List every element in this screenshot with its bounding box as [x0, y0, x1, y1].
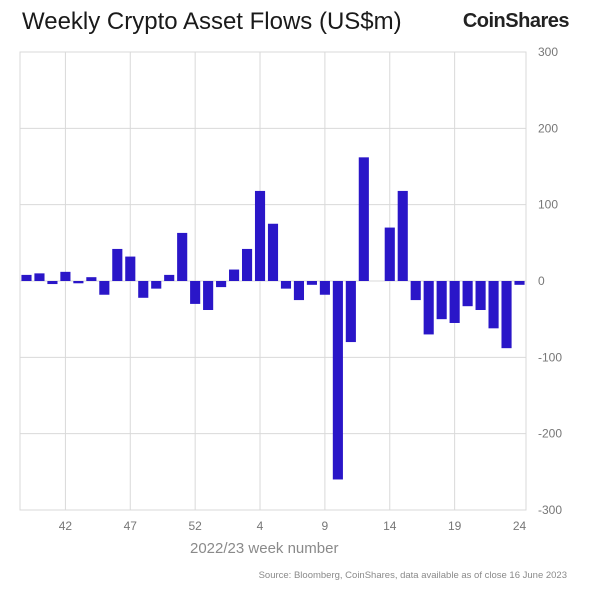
bar: [397, 190, 408, 281]
bar: [501, 281, 512, 349]
bars: [21, 157, 525, 480]
x-tick-label: 14: [383, 519, 397, 533]
y-tick-label: -300: [538, 503, 562, 517]
bar: [319, 281, 330, 295]
x-tick-label: 42: [59, 519, 73, 533]
bar: [462, 281, 473, 307]
bar: [488, 281, 499, 329]
bar: [190, 281, 201, 304]
x-tick-labels: 42 47 52 4 9 14 19 24: [59, 519, 527, 533]
x-tick-label: 9: [322, 519, 329, 533]
bar: [293, 281, 305, 301]
bar: [151, 281, 162, 289]
bar: [112, 248, 123, 281]
y-tick-labels: 300 200 100 0 -100 -200 -300: [538, 45, 562, 517]
y-tick-label: -100: [538, 350, 562, 364]
source-note: Source: Bloomberg, CoinShares, data avai…: [258, 570, 567, 581]
bar: [86, 277, 97, 281]
bar: [514, 281, 525, 285]
bar: [216, 281, 227, 288]
bar: [436, 281, 447, 320]
bar: [34, 273, 45, 281]
chart-title: Weekly Crypto Asset Flows (US$m): [22, 8, 402, 35]
bar: [241, 248, 253, 281]
bar: [306, 281, 317, 285]
y-tick-label: 200: [538, 121, 558, 135]
y-tick-label: -200: [538, 427, 562, 441]
bar: [410, 281, 421, 301]
bar: [164, 274, 175, 281]
bar: [332, 281, 343, 480]
bar: [423, 281, 434, 335]
bar: [475, 281, 486, 311]
bar: [384, 227, 395, 281]
bar: [345, 281, 356, 343]
bar: [358, 157, 369, 281]
bar: [229, 269, 240, 281]
y-tick-label: 100: [538, 198, 558, 212]
bar: [125, 256, 136, 281]
bar: [99, 281, 110, 295]
bar: [267, 223, 279, 281]
x-axis-label: 2022/23 week number: [190, 540, 339, 557]
bar: [203, 281, 214, 311]
bar: [254, 190, 266, 281]
x-tick-label: 19: [448, 519, 462, 533]
x-tick-label: 52: [188, 519, 202, 533]
bar: [280, 281, 292, 289]
bar: [138, 281, 149, 298]
bar: [177, 232, 188, 281]
y-tick-label: 0: [538, 274, 545, 288]
x-tick-label: 47: [124, 519, 138, 533]
bar: [21, 274, 32, 281]
bar: [60, 271, 71, 281]
y-tick-label: 300: [538, 45, 558, 59]
x-tick-label: 24: [513, 519, 527, 533]
bar: [47, 281, 58, 285]
brand-logo: CoinShares: [462, 10, 570, 32]
x-tick-label: 4: [257, 519, 264, 533]
bar: [73, 281, 84, 284]
bar: [449, 281, 460, 323]
